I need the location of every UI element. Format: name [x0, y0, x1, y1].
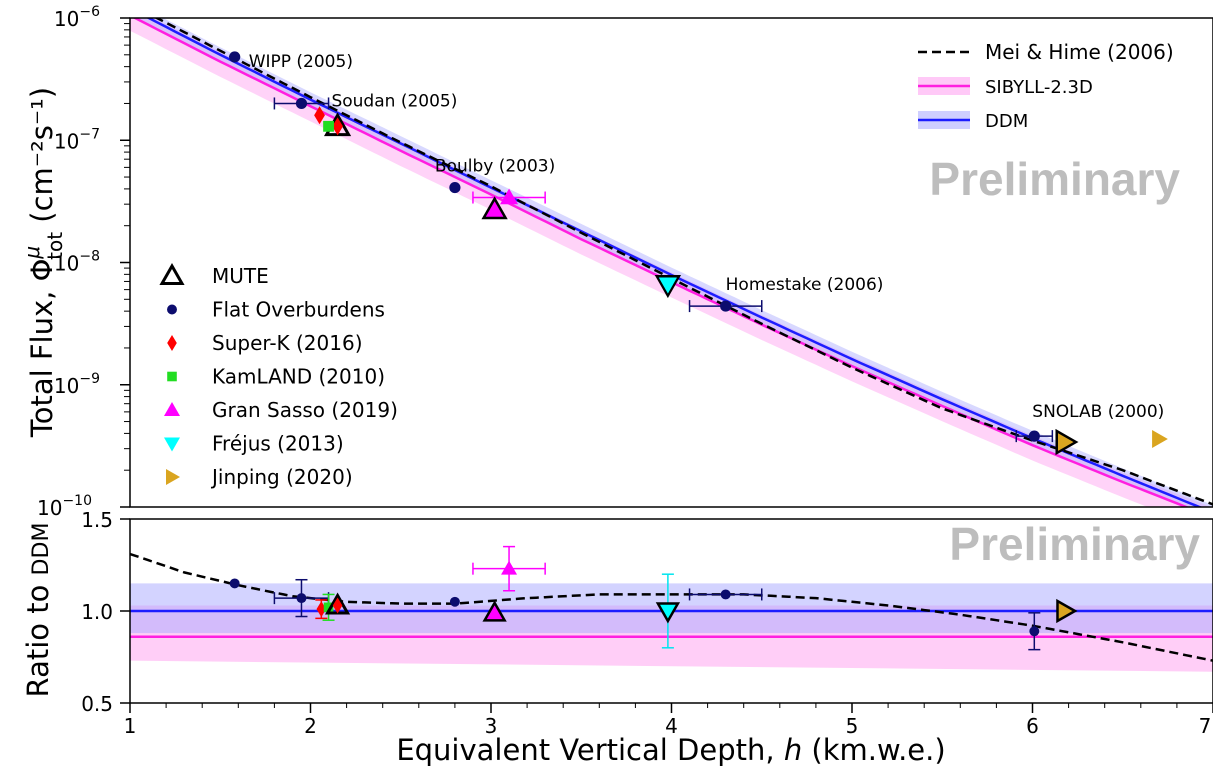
x-tick-label-3: 4 — [665, 714, 678, 738]
legend-label-2: Super-K (2016) — [212, 331, 363, 355]
x-tick-label-1: 2 — [304, 714, 317, 738]
legend-label-6: Jinping (2020) — [210, 465, 353, 489]
legend-marker-5 — [164, 437, 180, 452]
flux-frame — [129, 17, 1213, 508]
legend-marker-1 — [167, 304, 177, 315]
x-tick-label-5: 6 — [1026, 714, 1039, 738]
ratio-y-tick-label-0: 0.5 — [81, 692, 113, 716]
point-14 — [1152, 429, 1168, 448]
x-tick-label-0: 1 — [124, 714, 137, 738]
ratio-point-2 — [449, 596, 460, 607]
flux-panel: Preliminary WIPP (2005) Soudan (2005) Boul… — [20, 4, 1213, 520]
ratio-frame — [129, 518, 1213, 704]
point-4 — [1028, 430, 1040, 442]
legend-label-4: Gran Sasso (2019) — [212, 398, 398, 422]
band-1 — [130, 18, 1211, 507]
legend-marker-0 — [159, 262, 185, 285]
site-labels: WIPP (2005) Soudan (2005) Boulby (2003) Hom… — [249, 52, 1165, 422]
point-9 — [314, 106, 325, 125]
point-13 — [658, 277, 677, 294]
ratio-point-1 — [296, 593, 307, 604]
legend-line-label-0: Mei & Hime (2006) — [985, 40, 1174, 64]
point-6 — [481, 196, 508, 220]
watermark-top: Preliminary — [929, 153, 1180, 205]
point-3 — [720, 300, 732, 312]
ratio-point-9 — [482, 600, 507, 622]
band-2 — [135, 18, 1213, 507]
site-label-0: WIPP (2005) — [249, 52, 353, 72]
data-points — [229, 51, 1168, 456]
watermark-ratio: Preliminary — [949, 518, 1200, 570]
ratio-point-6 — [323, 602, 334, 613]
ratio-points — [229, 545, 1078, 651]
y-axis-ticks: 10−6 10−7 10−8 10−9 10−10 — [37, 4, 130, 520]
legend-marker-3 — [167, 371, 177, 382]
ratio-point-8 — [332, 597, 343, 614]
point-8 — [1055, 428, 1079, 456]
ratio-point-3 — [720, 589, 731, 600]
site-label-4: SNOLAB (2000) — [1032, 402, 1164, 422]
legend-marker-6 — [166, 469, 180, 485]
ratio-point-11 — [655, 602, 681, 624]
ratio-axis-ticks: 0.5 1.0 1.5 1 2 3 4 5 6 7 — [81, 508, 1213, 738]
flux-y-label: Total Flux, Φμtot (cm⁻²s⁻¹) — [20, 87, 67, 438]
site-label-3: Homestake (2006) — [726, 275, 884, 295]
point-0 — [229, 51, 241, 63]
point-12 — [500, 188, 519, 205]
legend-line-label-1: SIBYLL-2.3D — [985, 77, 1093, 98]
legend-label-0: MUTE — [212, 264, 269, 288]
legend-marker-2 — [167, 335, 177, 351]
y-tick-label-4: 10−10 — [37, 493, 92, 520]
y-tick-label-3: 10−9 — [54, 371, 100, 398]
point-1 — [295, 97, 308, 110]
legend-markers: Mei & Hime (2006) SIBYLL-2.3D DDM MUTE Flat … — [159, 40, 1174, 489]
legend-marker-4 — [164, 402, 180, 416]
point-11 — [323, 120, 334, 132]
site-label-1: Soudan (2005) — [331, 91, 457, 111]
ratio-point-0 — [229, 578, 240, 589]
model-bands — [130, 18, 1213, 507]
ratio-y-label: Ratio to DDM — [21, 523, 55, 698]
legend-line-label-2: DDM — [985, 111, 1028, 132]
point-2 — [449, 182, 461, 194]
y-tick-label-1: 10−7 — [54, 126, 100, 153]
x-tick-label-6: 7 — [1199, 714, 1212, 738]
ratio-point-4 — [1029, 626, 1040, 637]
point-10 — [332, 117, 343, 136]
y-tick-label-0: 10−6 — [54, 4, 100, 31]
ratio-point-12 — [1056, 598, 1078, 624]
legend-label-5: Fréjus (2013) — [212, 432, 344, 456]
x-axis-label: Equivalent Vertical Depth, h (km.w.e.) — [396, 733, 945, 767]
ratio-point-5 — [316, 601, 327, 618]
ratio-y-tick-label-1: 1.0 — [81, 600, 113, 624]
legend-label-1: Flat Overburdens — [212, 298, 385, 322]
legend-label-3: KamLAND (2010) — [212, 365, 385, 389]
ratio-panel: Preliminary 0.5 1.0 1.5 1 2 3 4 5 6 7 Ratio to DD… — [21, 508, 1213, 767]
x-tick-label-2: 3 — [485, 714, 498, 738]
ratio-y-tick-label-2: 1.5 — [81, 508, 113, 532]
x-tick-label-4: 5 — [846, 714, 859, 738]
y-tick-label-2: 10−8 — [54, 249, 100, 276]
ratio-point-10 — [501, 560, 518, 575]
site-label-2: Boulby (2003) — [435, 157, 555, 177]
